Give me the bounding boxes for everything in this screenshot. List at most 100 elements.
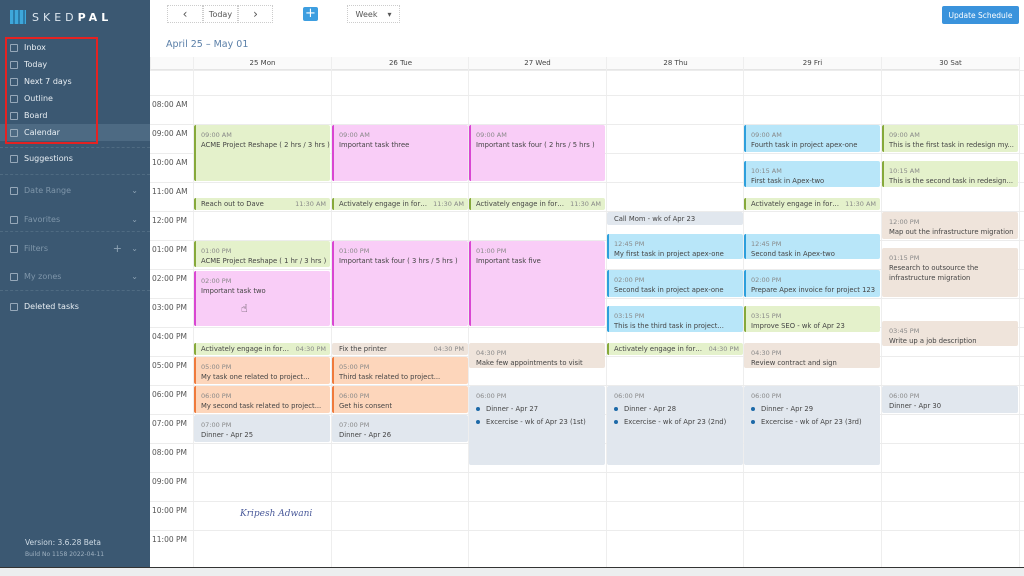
event-title: First task in Apex-two bbox=[751, 177, 825, 186]
chevron-down-icon[interactable]: ⌄ bbox=[131, 215, 138, 224]
sidebar-item-my-zones[interactable]: My zones ⌄ bbox=[0, 268, 150, 285]
calendar-event[interactable]: 07:00 PM Dinner - Apr 26 bbox=[332, 415, 468, 442]
bottom-bar bbox=[0, 567, 1024, 576]
calendar-event[interactable]: 06:00 PM Dinner - Apr 29 Excercise - wk of… bbox=[744, 386, 880, 466]
day-header[interactable]: 27 Wed bbox=[468, 57, 606, 70]
add-filter-icon[interactable]: + bbox=[112, 242, 122, 255]
day-header[interactable]: 26 Tue bbox=[331, 57, 469, 70]
calendar-event[interactable]: 02:00 PM Prepare Apex invoice for project… bbox=[744, 270, 880, 297]
hour-line bbox=[150, 182, 1024, 183]
calendar-event[interactable]: Activately engage in foru... 04:30 PM bbox=[194, 342, 330, 355]
calendar-event[interactable]: 02:00 PM Second task in project apex-one bbox=[607, 270, 743, 297]
event-item[interactable]: Dinner - Apr 27 bbox=[476, 404, 605, 414]
next-week-button[interactable]: › bbox=[238, 5, 273, 23]
column-divider bbox=[193, 57, 194, 567]
calendar-event[interactable]: 06:00 PM Dinner - Apr 30 bbox=[882, 386, 1018, 413]
calendar-event[interactable]: 06:00 PM Dinner - Apr 27 Excercise - wk of… bbox=[469, 386, 605, 466]
event-item[interactable]: Excercise - wk of Apr 23 (1st) bbox=[476, 417, 605, 427]
sidebar-item-deleted-tasks[interactable]: Deleted tasks bbox=[0, 298, 150, 315]
calendar-event[interactable]: 10:15 AM This is the second task in redes… bbox=[882, 161, 1018, 187]
hour-label: 10:00 PM bbox=[152, 506, 187, 515]
calendar-event[interactable]: 07:00 PM Dinner - Apr 25 bbox=[194, 415, 330, 442]
calendar-event[interactable]: 05:00 PM My task one related to project..… bbox=[194, 357, 330, 384]
calendar-event[interactable]: 01:00 PM ACME Project Reshape ( 1 hr / 3 … bbox=[194, 241, 330, 267]
chevron-down-icon[interactable]: ⌄ bbox=[131, 186, 138, 195]
trash-icon bbox=[10, 302, 18, 311]
sidebar-item-inbox[interactable]: Inbox bbox=[0, 39, 150, 56]
calendar-event[interactable]: 03:15 PM Improve SEO - wk of Apr 23 bbox=[744, 306, 880, 332]
event-item-title: Excercise - wk of Apr 23 (1st) bbox=[486, 418, 586, 426]
day-header[interactable]: 25 Mon bbox=[193, 57, 331, 70]
bullet-icon bbox=[476, 407, 480, 411]
calendar-event[interactable]: 04:30 PM Review contract and sign bbox=[744, 342, 880, 369]
sidebar-item-suggestions[interactable]: Suggestions bbox=[0, 150, 150, 167]
sidebar-item-outline[interactable]: Outline bbox=[0, 90, 150, 107]
calendar-event[interactable]: 12:45 PM Second task in Apex-two bbox=[744, 233, 880, 260]
calendar-event[interactable]: 06:00 PM Dinner - Apr 28 Excercise - wk of… bbox=[607, 386, 743, 466]
calendar-event[interactable]: 01:15 PM Research to outsource the infras… bbox=[882, 248, 1018, 297]
today-button[interactable]: Today bbox=[203, 5, 238, 23]
event-item[interactable]: Excercise - wk of Apr 23 (2nd) bbox=[614, 417, 743, 427]
calendar-event[interactable]: 09:00 AM Important task four ( 2 hrs / 5 … bbox=[469, 125, 605, 181]
event-title: Dinner - Apr 26 bbox=[339, 431, 392, 439]
calendar-event[interactable]: Fix the printer 04:30 PM bbox=[332, 342, 468, 355]
calendar-event[interactable]: Activately engage in foru... 11:30 AM bbox=[332, 197, 468, 210]
sidebar-item-filters[interactable]: Filters + ⌄ bbox=[0, 240, 150, 257]
calendar-event[interactable]: 12:45 PM My first task in project apex-on… bbox=[607, 233, 743, 260]
sidebar-item-date-range[interactable]: Date Range ⌄ bbox=[0, 182, 150, 199]
label: Deleted tasks bbox=[24, 302, 79, 311]
day-header[interactable]: 29 Fri bbox=[743, 57, 881, 70]
calendar-event[interactable]: 09:00 AM Fourth task in project apex-one bbox=[744, 125, 880, 152]
prev-week-button[interactable]: ‹ bbox=[167, 5, 203, 23]
calendar-event[interactable]: Activately engage in foru... 11:30 AM bbox=[744, 197, 880, 210]
sidebar-item-calendar[interactable]: Calendar bbox=[0, 124, 150, 141]
event-time: 04:30 PM bbox=[433, 345, 464, 354]
calendar-event[interactable]: 10:15 AM First task in Apex-two bbox=[744, 161, 880, 187]
calendar-event[interactable]: 09:00 AM This is the first task in redesi… bbox=[882, 125, 1018, 152]
calendar-event[interactable]: 06:00 PM My second task related to projec… bbox=[194, 386, 330, 413]
day-header[interactable]: 30 Sat bbox=[881, 57, 1019, 70]
calendar-event[interactable]: 03:15 PM This is the third task in projec… bbox=[607, 306, 743, 332]
update-schedule-button[interactable]: Update Schedule bbox=[942, 6, 1019, 24]
calendar-event[interactable]: 01:00 PM Important task five bbox=[469, 241, 605, 326]
add-task-button[interactable]: + bbox=[303, 7, 318, 21]
calendar-event[interactable]: Call Mom - wk of Apr 23 bbox=[607, 212, 743, 225]
event-time: 03:45 PM bbox=[889, 326, 920, 335]
chevron-down-icon[interactable]: ⌄ bbox=[131, 272, 138, 281]
hour-label: 09:00 AM bbox=[152, 129, 188, 138]
calendar-event[interactable]: 06:00 PM Get his consent bbox=[332, 386, 468, 413]
column-divider bbox=[1019, 57, 1020, 567]
event-item[interactable]: Dinner - Apr 29 bbox=[751, 404, 880, 414]
event-item[interactable]: Excercise - wk of Apr 23 (3rd) bbox=[751, 417, 880, 427]
calendar-event[interactable]: 12:00 PM Map out the infrastructure migra… bbox=[882, 212, 1018, 239]
event-time: 01:00 PM bbox=[201, 247, 232, 255]
hour-label: 09:00 PM bbox=[152, 477, 187, 486]
chevron-down-icon[interactable]: ⌄ bbox=[131, 244, 138, 253]
sidebar-item-next-7-days[interactable]: Next 7 days bbox=[0, 73, 150, 90]
calendar-event[interactable]: Activately engage in foru... 04:30 PM bbox=[607, 342, 743, 355]
event-title: Map out the infrastructure migration bbox=[889, 228, 1014, 236]
view-select[interactable]: Week ▾ bbox=[347, 5, 400, 23]
sidebar-item-today[interactable]: Today bbox=[0, 56, 150, 73]
calendar-event[interactable]: 09:00 AM ACME Project Reshape ( 2 hrs / 3… bbox=[194, 125, 330, 181]
sidebar-item-board[interactable]: Board bbox=[0, 107, 150, 124]
view-value: Week bbox=[355, 9, 378, 19]
calendar-event[interactable]: 09:00 AM Important task three bbox=[332, 125, 468, 181]
event-title: My second task related to project... bbox=[201, 402, 322, 410]
calendar-event[interactable]: Activately engage in foru... 11:30 AM bbox=[469, 197, 605, 210]
day-header[interactable]: 28 Thu bbox=[606, 57, 744, 70]
event-title: Important task two bbox=[201, 287, 266, 296]
calendar-event[interactable]: 04:30 PM Make few appointments to visit bbox=[469, 342, 605, 369]
brand-bold: PAL bbox=[77, 10, 113, 24]
event-time: 10:15 AM bbox=[889, 167, 920, 176]
brand-light: SKED bbox=[32, 10, 78, 24]
event-title: Fix the printer bbox=[339, 345, 387, 354]
event-item[interactable]: Dinner - Apr 28 bbox=[614, 404, 743, 414]
event-title: Prepare Apex invoice for project 123 bbox=[751, 286, 876, 294]
sidebar-item-favorites[interactable]: Favorites ⌄ bbox=[0, 211, 150, 228]
calendar-event[interactable]: 03:45 PM Write up a job description bbox=[882, 320, 1018, 347]
calendar-event[interactable]: 01:00 PM Important task four ( 3 hrs / 5 … bbox=[332, 241, 468, 326]
calendar-event[interactable]: 02:00 PM Important task two bbox=[194, 271, 330, 326]
calendar-event[interactable]: 05:00 PM Third task related to project... bbox=[332, 357, 468, 384]
calendar-event[interactable]: Reach out to Dave 11:30 AM bbox=[194, 197, 330, 210]
